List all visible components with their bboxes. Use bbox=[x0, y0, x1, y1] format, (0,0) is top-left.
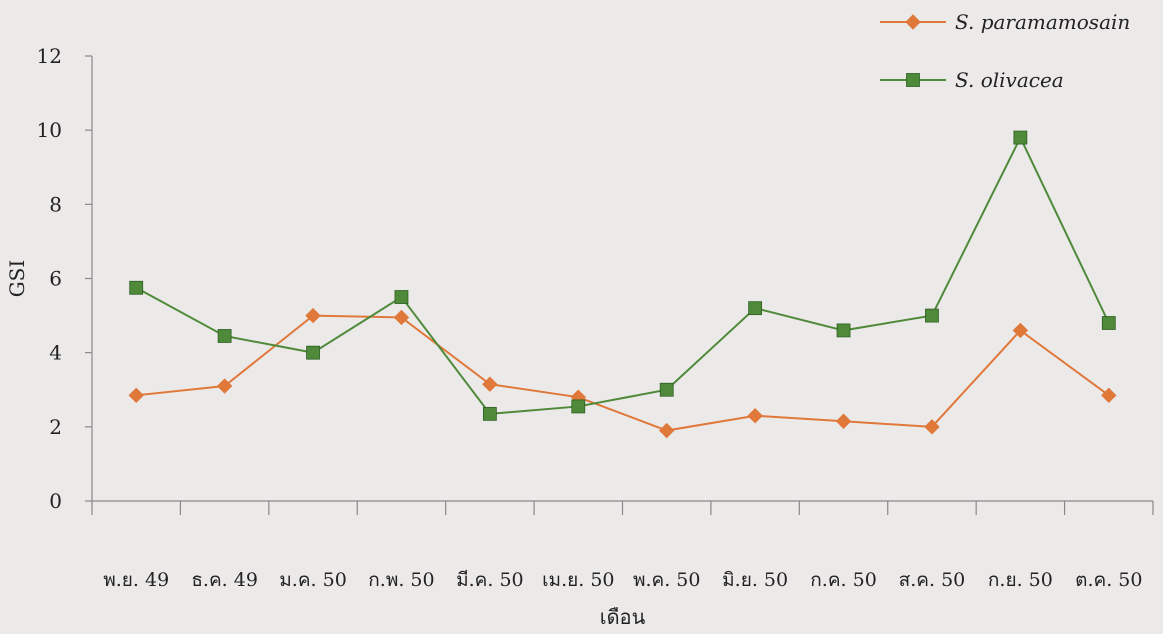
legend-label: S. olivacea bbox=[955, 68, 1064, 92]
y-tick-label: 12 bbox=[37, 44, 62, 68]
x-axis-ticks: พ.ย. 49 ธ.ค. 49 ม.ค. 50 ก.พ. 50 มี.ค. 50 เม.ย… bbox=[91, 501, 1154, 591]
data-point bbox=[924, 419, 940, 435]
x-tick-label: ก.พ. 50 bbox=[368, 569, 434, 591]
data-point bbox=[128, 387, 144, 404]
y-tick-label: 0 bbox=[49, 489, 62, 513]
x-tick-label: เม.ย. 50 bbox=[542, 569, 614, 591]
data-point bbox=[571, 399, 586, 414]
x-tick-label: ธ.ค. 49 bbox=[191, 569, 258, 591]
x-tick-label: ส.ค. 50 bbox=[899, 569, 966, 591]
y-axis-ticks: 0 2 4 6 8 10 12 bbox=[37, 44, 92, 513]
legend-marker bbox=[905, 14, 921, 30]
x-tick-label: พ.ค. 50 bbox=[633, 569, 701, 591]
data-point bbox=[394, 290, 409, 304]
series-line bbox=[135, 135, 1110, 415]
data-point bbox=[1012, 322, 1029, 339]
data-point bbox=[217, 329, 232, 343]
legend-item: S. olivacea bbox=[880, 68, 1064, 92]
x-tick-label: ก.ย. 50 bbox=[988, 569, 1053, 591]
data-point bbox=[306, 345, 320, 360]
x-tick-label: พ.ย. 49 bbox=[103, 569, 169, 591]
series-2 bbox=[129, 130, 1116, 421]
series-layer bbox=[128, 130, 1117, 439]
data-point bbox=[305, 307, 321, 324]
x-tick-label: ก.ค. 50 bbox=[810, 569, 877, 591]
data-point bbox=[129, 280, 144, 295]
data-point bbox=[659, 382, 674, 397]
axes bbox=[91, 56, 1153, 502]
y-tick-label: 6 bbox=[49, 267, 62, 291]
y-tick-label: 4 bbox=[49, 341, 62, 365]
x-tick-label: มิ.ย. 50 bbox=[722, 569, 788, 591]
y-tick-label: 10 bbox=[37, 118, 62, 142]
x-axis-title: เดือน bbox=[600, 605, 646, 629]
data-point bbox=[1013, 130, 1028, 145]
y-tick-label: 2 bbox=[49, 415, 62, 439]
data-point bbox=[1101, 316, 1116, 330]
data-point bbox=[482, 376, 498, 392]
data-point bbox=[393, 309, 410, 326]
legend: S. paramamosain S. olivacea bbox=[880, 10, 1130, 92]
data-point bbox=[1101, 387, 1117, 404]
series-1 bbox=[128, 307, 1117, 439]
data-point bbox=[835, 413, 852, 429]
data-point bbox=[747, 408, 763, 424]
y-tick-label: 8 bbox=[49, 192, 62, 216]
y-axis-title: GSI bbox=[5, 260, 29, 298]
data-point bbox=[925, 308, 939, 323]
legend-item: S. paramamosain bbox=[880, 10, 1130, 34]
x-tick-label: ต.ค. 50 bbox=[1075, 569, 1142, 591]
series-line bbox=[136, 314, 1110, 432]
data-point bbox=[216, 378, 233, 394]
data-point bbox=[659, 422, 675, 439]
legend-marker bbox=[906, 73, 920, 87]
legend-label: S. paramamosain bbox=[955, 10, 1130, 34]
data-point bbox=[836, 323, 851, 338]
x-tick-label: ม.ค. 50 bbox=[279, 569, 347, 591]
data-point bbox=[748, 301, 763, 316]
data-point bbox=[482, 406, 497, 421]
x-tick-label: มี.ค. 50 bbox=[456, 569, 524, 591]
